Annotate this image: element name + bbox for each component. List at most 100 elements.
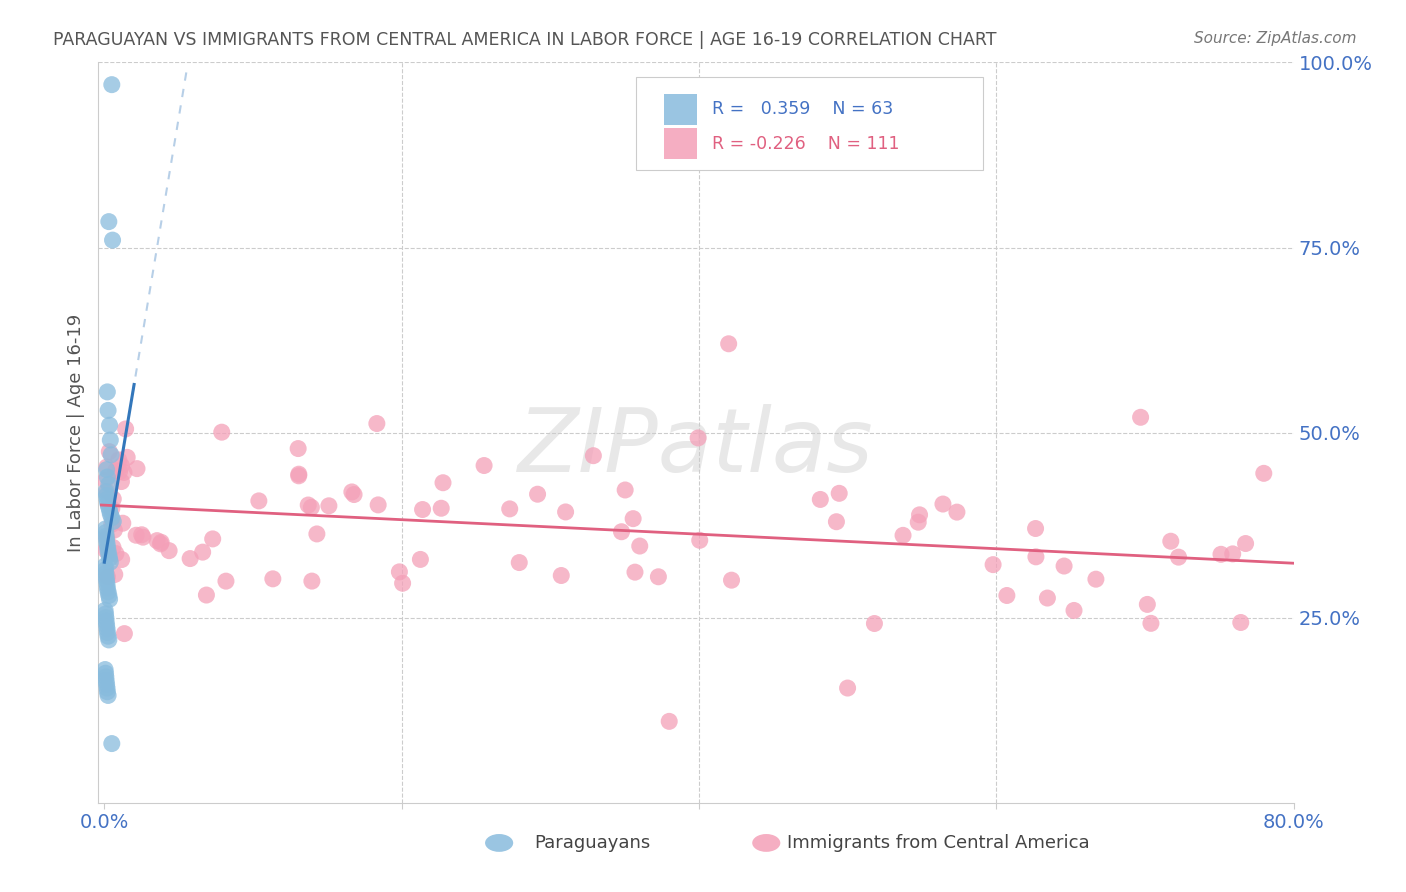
Point [98, 551, 121, 566]
Point [908, 508, 931, 522]
Text: PARAGUAYAN VS IMMIGRANTS FROM CENTRAL AMERICA IN LABOR FORCE | AGE 16-19 CORRELA: PARAGUAYAN VS IMMIGRANTS FROM CENTRAL AM… [53, 31, 997, 49]
Point [98, 433, 121, 447]
Circle shape [752, 834, 780, 852]
Point [808, 492, 831, 507]
Point [340, 484, 363, 499]
Point [110, 458, 132, 473]
Point [1025, 522, 1047, 536]
Point [97, 689, 120, 703]
Point [97, 496, 120, 510]
Point [621, 511, 644, 525]
Point [828, 486, 851, 500]
Point [288, 467, 311, 482]
Point [150, 535, 173, 549]
Point [1160, 534, 1182, 549]
Point [1222, 547, 1244, 561]
Bar [664, 128, 697, 160]
Point [318, 499, 340, 513]
Point [96, 574, 118, 588]
Point [720, 573, 742, 587]
Point [1229, 615, 1251, 630]
Point [1234, 536, 1257, 550]
Point [96, 577, 118, 591]
Point [94, 543, 117, 558]
Point [94, 570, 117, 584]
Point [191, 545, 214, 559]
Point [96, 492, 118, 507]
Point [1063, 603, 1085, 617]
Point [211, 425, 233, 440]
Point [688, 431, 710, 445]
Point [94, 615, 117, 629]
Point [1084, 572, 1107, 586]
Point [112, 466, 135, 480]
Point [1140, 616, 1163, 631]
Point [1167, 550, 1189, 565]
Point [97, 632, 120, 647]
Point [146, 533, 169, 548]
Point [96, 677, 118, 691]
Point [101, 233, 124, 247]
Point [94, 484, 117, 499]
Point [409, 552, 432, 566]
Point [1209, 547, 1232, 561]
Text: ZIPatlas: ZIPatlas [519, 404, 873, 491]
Point [946, 505, 969, 519]
Point [94, 563, 117, 577]
Point [508, 556, 530, 570]
Text: Paraguayans: Paraguayans [534, 834, 651, 852]
Point [96, 581, 118, 595]
Point [97, 214, 120, 228]
Circle shape [485, 834, 513, 852]
Point [98, 444, 121, 458]
Point [201, 532, 224, 546]
Point [96, 384, 118, 399]
Point [125, 461, 148, 475]
Point [554, 505, 576, 519]
Point [101, 517, 124, 532]
Point [110, 475, 132, 489]
Point [367, 498, 389, 512]
Point [647, 570, 669, 584]
Point [96, 570, 118, 584]
Point [391, 576, 413, 591]
Point [299, 500, 322, 515]
Point [582, 449, 605, 463]
Point [98, 507, 121, 521]
Point [96, 531, 118, 545]
Point [97, 500, 120, 514]
Text: Immigrants from Central America: Immigrants from Central America [787, 834, 1090, 852]
Point [98, 592, 121, 607]
Point [114, 422, 136, 436]
Point [262, 572, 284, 586]
Point [628, 539, 651, 553]
Point [287, 442, 309, 456]
Point [97, 548, 120, 562]
Point [526, 487, 548, 501]
Point [157, 543, 180, 558]
Point [107, 453, 129, 467]
Point [96, 622, 118, 636]
Point [550, 568, 572, 582]
Point [94, 474, 117, 488]
Point [297, 498, 319, 512]
Point [94, 566, 117, 581]
Point [125, 528, 148, 542]
Point [96, 533, 118, 547]
Point [96, 470, 118, 484]
Point [96, 625, 118, 640]
Point [131, 528, 153, 542]
Point [499, 502, 522, 516]
Point [94, 607, 117, 621]
Point [108, 465, 131, 479]
Text: R =   0.359    N = 63: R = 0.359 N = 63 [711, 100, 893, 118]
Point [689, 533, 711, 548]
Point [96, 489, 118, 503]
Bar [664, 94, 697, 125]
Point [96, 681, 118, 695]
Point [115, 450, 138, 465]
Point [610, 524, 633, 539]
Point [343, 487, 366, 501]
Point [104, 464, 127, 478]
Point [94, 673, 117, 688]
